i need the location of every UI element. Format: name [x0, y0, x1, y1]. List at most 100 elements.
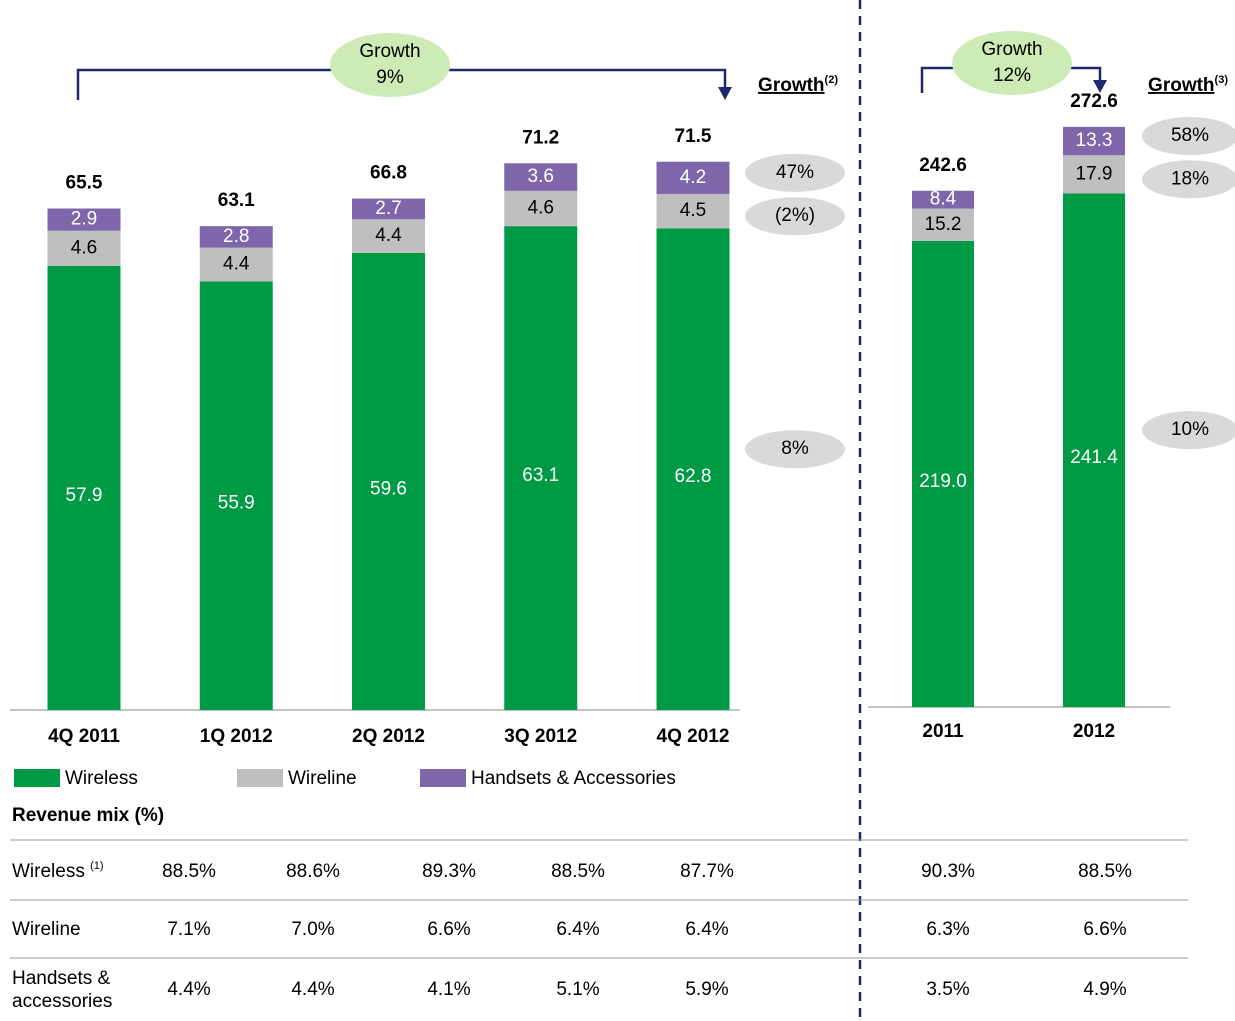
segment-label: 59.6	[370, 479, 407, 500]
table-cell: 88.5%	[551, 861, 605, 882]
row-label: Wireless (1)	[12, 860, 104, 882]
bar-segment	[352, 252, 425, 711]
segment-label: 4.4	[375, 225, 402, 246]
bar-segment	[352, 219, 425, 253]
table-cell: 5.1%	[556, 979, 599, 1000]
table-cell: 4.9%	[1083, 979, 1126, 1000]
annotation-value: 12%	[993, 65, 1031, 86]
growth-label: (2%)	[775, 205, 815, 226]
x-tick-label: 4Q 2012	[657, 726, 730, 747]
segment-label: 17.9	[1076, 163, 1113, 184]
segment-label: 57.9	[66, 485, 103, 506]
table-cell: 88.5%	[162, 861, 216, 882]
growth-label: 18%	[1171, 168, 1209, 189]
growth-bubble	[1142, 117, 1235, 156]
table-cell: 90.3%	[921, 861, 975, 882]
growth-title: Growth(3)	[1148, 74, 1228, 96]
bar-segment	[656, 193, 730, 229]
x-tick-label: 2011	[922, 721, 964, 742]
table-cell: 5.9%	[685, 979, 728, 1000]
bar-segment	[656, 228, 730, 711]
segment-label: 4.4	[223, 254, 250, 275]
table-cell: 6.4%	[556, 919, 599, 940]
bar-segment	[1063, 155, 1125, 194]
x-tick-label: 4Q 2011	[48, 726, 120, 747]
growth-bubble	[745, 197, 845, 236]
table-cell: 7.0%	[291, 919, 334, 940]
legend-swatch	[14, 769, 60, 787]
segment-label: 3.6	[528, 166, 554, 187]
table-title: Revenue mix (%)	[12, 805, 164, 826]
legend-label: Wireline	[288, 768, 357, 789]
total-label: 242.6	[919, 155, 967, 176]
growth-title-text: Growth	[1148, 75, 1215, 96]
x-tick-label: 1Q 2012	[200, 726, 273, 747]
bar-segment	[352, 198, 425, 220]
segment-label: 4.6	[528, 198, 554, 219]
bar-segment	[199, 226, 273, 248]
segment-label: 8.4	[930, 189, 957, 210]
table-cell: 7.1%	[167, 919, 210, 940]
bar-segment	[47, 266, 121, 710]
table-cell: 88.6%	[286, 861, 340, 882]
annotation-label: Growth	[359, 41, 420, 62]
growth-label: 8%	[781, 438, 809, 459]
segment-label: 241.4	[1070, 447, 1118, 468]
table-cell: 3.5%	[926, 979, 969, 1000]
bar-segment	[1063, 126, 1125, 156]
growth-bubble	[1142, 160, 1235, 199]
table-cell: 6.4%	[685, 919, 728, 940]
row-label-text: Wireless	[12, 861, 85, 882]
bar-segment	[1063, 193, 1125, 708]
annotation-bubble	[952, 31, 1072, 95]
segment-label: 13.3	[1076, 130, 1113, 151]
legend-swatch	[420, 769, 466, 787]
bar-segment	[47, 230, 121, 267]
row-label: Handsets &	[12, 968, 111, 989]
segment-label: 63.1	[522, 465, 559, 486]
total-label: 272.6	[1070, 91, 1118, 112]
table-cell: 4.1%	[427, 979, 470, 1000]
segment-label: 2.9	[71, 209, 97, 230]
segment-label: 4.5	[680, 200, 706, 221]
row-label: accessories	[12, 991, 112, 1012]
legend-label: Wireless	[65, 768, 138, 789]
bar-segment	[656, 161, 730, 194]
total-label: 71.2	[522, 127, 559, 148]
annotation-label: Growth	[981, 39, 1042, 60]
table-cell: 87.7%	[680, 861, 734, 882]
segment-label: 4.2	[680, 167, 706, 188]
total-label: 65.5	[66, 173, 103, 194]
total-label: 63.1	[218, 190, 255, 211]
growth-title-text: Growth	[758, 75, 825, 96]
table-cell: 89.3%	[422, 861, 476, 882]
bar-segment	[47, 208, 121, 231]
bar-segment	[504, 163, 578, 191]
table-cell: 6.3%	[926, 919, 969, 940]
segment-label: 219.0	[919, 471, 967, 492]
bar-segment	[912, 190, 974, 209]
table-cell: 6.6%	[427, 919, 470, 940]
legend-swatch	[237, 769, 283, 787]
segment-label: 55.9	[218, 493, 255, 514]
bar-segment	[504, 190, 578, 227]
arrowhead	[718, 87, 732, 100]
total-label: 71.5	[675, 126, 712, 147]
row-label-note: (1)	[90, 860, 103, 872]
x-tick-label: 2Q 2012	[352, 726, 425, 747]
legend-label: Handsets & Accessories	[471, 768, 676, 789]
arrowhead	[1093, 80, 1107, 93]
annotation-value: 9%	[376, 67, 404, 88]
bar-segment	[504, 226, 578, 710]
total-label: 66.8	[370, 163, 407, 184]
growth-label: 10%	[1171, 419, 1209, 440]
table-cell: 4.4%	[291, 979, 334, 1000]
segment-label: 15.2	[925, 214, 962, 235]
table-cell: 88.5%	[1078, 861, 1132, 882]
growth-bubble	[1142, 411, 1235, 450]
growth-title-note: (2)	[825, 74, 839, 86]
segment-label: 62.8	[675, 466, 712, 487]
growth-title: Growth(2)	[758, 74, 838, 96]
bar-segment	[199, 247, 273, 282]
